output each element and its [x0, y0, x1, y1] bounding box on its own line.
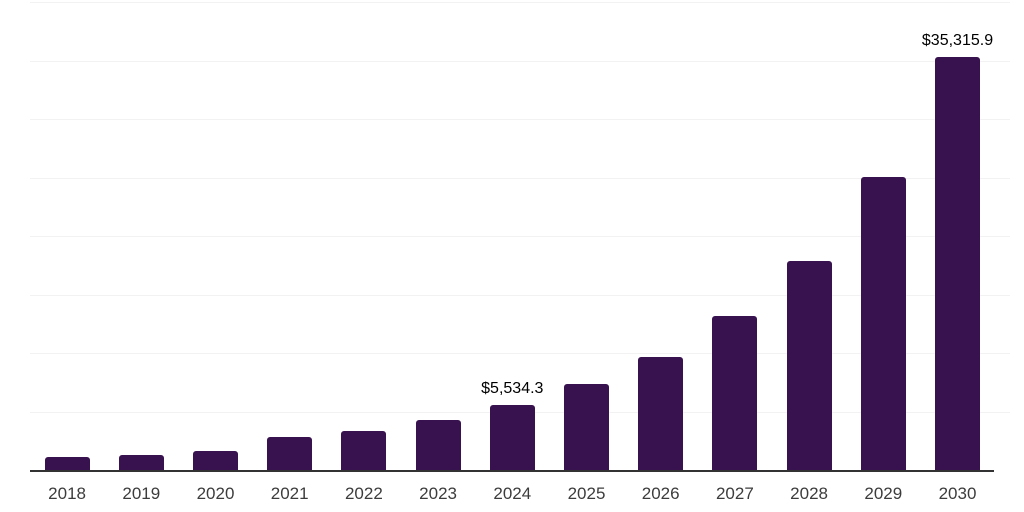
x-axis-label-2028: 2028: [790, 484, 829, 503]
x-axis-label-2022: 2022: [344, 484, 383, 503]
grid-line: [30, 60, 1010, 62]
bar-2023: [415, 419, 461, 470]
bar-2030: [935, 56, 980, 470]
bar-2028: [786, 260, 832, 470]
x-axis-label-2030: 2030: [938, 484, 977, 503]
x-axis-line: [30, 470, 994, 472]
bar-value-label-2024: $5,534.3: [481, 380, 544, 398]
bar-2026: [638, 356, 684, 470]
grid-line: [30, 119, 1010, 120]
x-axis-label-2029: 2029: [864, 484, 903, 503]
bar-2025: [564, 384, 609, 470]
bar-2021: [267, 436, 313, 470]
x-axis-label-2023: 2023: [419, 484, 458, 503]
bar-2022: [341, 430, 387, 470]
x-axis-label-2027: 2027: [715, 484, 754, 503]
x-axis-label-2020: 2020: [196, 484, 235, 503]
x-axis-label-2021: 2021: [270, 484, 309, 503]
x-axis-label-2018: 2018: [48, 484, 87, 503]
grid-line: [30, 2, 1010, 3]
bar-2024: [489, 405, 535, 470]
bar-2027: [712, 316, 758, 470]
bar-2018: [44, 457, 90, 470]
x-axis-label-2019: 2019: [122, 484, 161, 503]
x-axis-label-2025: 2025: [567, 484, 606, 503]
bar-2020: [193, 451, 238, 470]
x-axis-label-2024: 2024: [493, 484, 532, 503]
bar-2019: [118, 454, 164, 470]
bar-value-label-2030: $35,315.9: [921, 31, 994, 49]
x-axis-label-2026: 2026: [641, 484, 680, 503]
bar-2029: [860, 176, 906, 470]
